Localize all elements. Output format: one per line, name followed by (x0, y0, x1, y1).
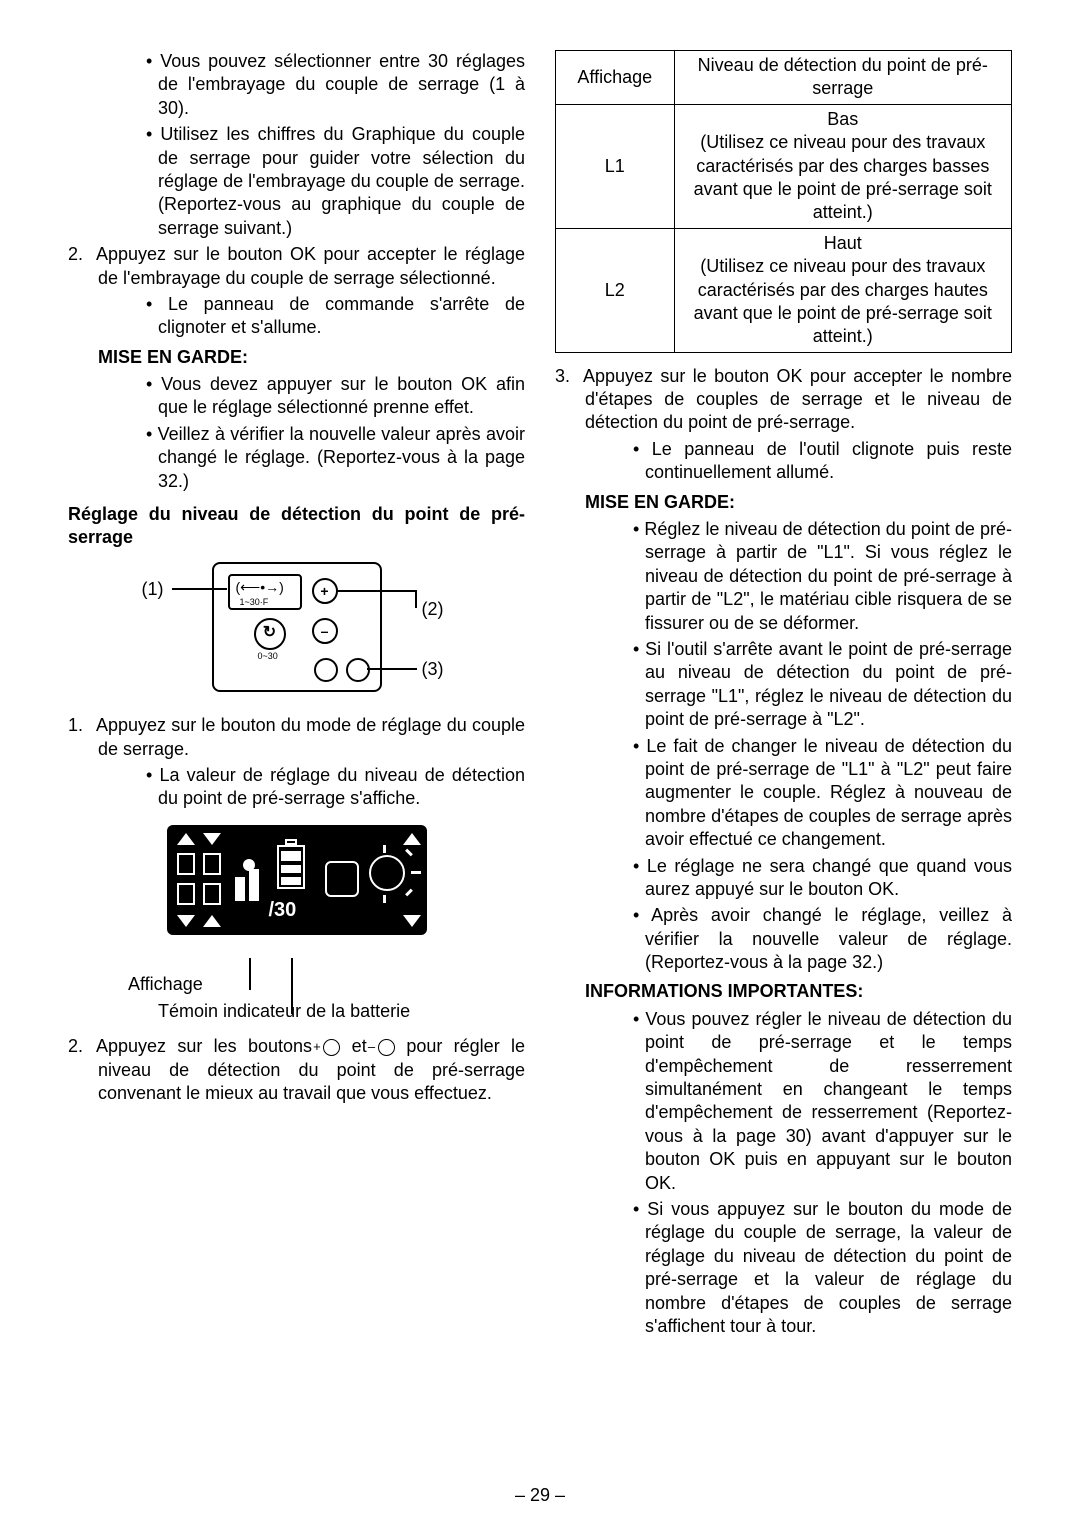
minus-icon: – (378, 1039, 395, 1056)
bullet: Vous devez appuyer sur le bouton OK afin… (158, 373, 525, 420)
callout-3: (3) (422, 658, 444, 681)
battery-caption: Témoin indicateur de la batterie (158, 1000, 525, 1023)
cell-l2-desc: Haut (Utilisez ce niveau pour des travau… (674, 228, 1011, 352)
bullet: Le fait de changer le niveau de détectio… (645, 735, 1012, 852)
step-3-text: Appuyez sur le bouton OK pour accepter l… (583, 366, 1012, 433)
bullet: La valeur de réglage du niveau de détect… (158, 764, 525, 811)
table-row: Affichage Niveau de détection du point d… (556, 51, 1012, 105)
panel-range1: 1~30·F (240, 598, 269, 607)
left-column: Vous pouvez sélectionner entre 30 réglag… (68, 50, 525, 1341)
mode-button: ↻ (254, 618, 286, 650)
plus-icon: + (323, 1039, 340, 1056)
ok-button (314, 658, 338, 682)
mise-en-garde-heading-2: MISE EN GARDE: (585, 491, 1012, 514)
right-column: Affichage Niveau de détection du point d… (555, 50, 1012, 1341)
bullet: Si vous appuyez sur le bouton du mode de… (645, 1198, 1012, 1338)
table-row: L2 Haut (Utilisez ce niveau pour des tra… (556, 228, 1012, 352)
step-2: 2.Appuyez sur le bouton OK pour accepter… (98, 243, 525, 290)
th-affichage: Affichage (556, 51, 675, 105)
bullet: Après avoir changé le réglage, veillez à… (645, 904, 1012, 974)
th-niveau: Niveau de détection du point de pré-serr… (674, 51, 1011, 105)
mise-en-garde-heading: MISE EN GARDE: (98, 346, 525, 369)
control-panel-figure: (⟵•→) 1~30·F + – ↻ 0~30 (1) (2) (3) (68, 562, 525, 698)
page-number: – 29 – (0, 1484, 1080, 1507)
panel-display-rect: (⟵•→) 1~30·F (228, 574, 302, 610)
callout-2: (2) (422, 598, 444, 621)
step-1: 1.Appuyez sur le bouton du mode de régla… (98, 714, 525, 761)
detection-table: Affichage Niveau de détection du point d… (555, 50, 1012, 353)
panel-box: (⟵•→) 1~30·F + – ↻ 0~30 (212, 562, 382, 692)
bullet: Le réglage ne sera changé que quand vous… (645, 855, 1012, 902)
table-row: L1 Bas (Utilisez ce niveau pour des trav… (556, 104, 1012, 228)
step-3: 3.Appuyez sur le bouton OK pour accepter… (585, 365, 1012, 435)
step-2-text: Appuyez sur le bouton OK pour accepter l… (96, 244, 525, 287)
plus-button: + (312, 578, 338, 604)
cell-l1: L1 (556, 104, 675, 228)
bullet: Vous pouvez régler le niveau de détectio… (645, 1008, 1012, 1195)
callout-1: (1) (142, 578, 164, 601)
cell-l1-desc: Bas (Utilisez ce niveau pour des travaux… (674, 104, 1011, 228)
bullet: Veillez à vérifier la nouvelle valeur ap… (158, 423, 525, 493)
display-text: /30 (269, 897, 297, 923)
cell-l2: L2 (556, 228, 675, 352)
subheading-preserrage: Réglage du niveau de détection du point … (68, 503, 525, 550)
bullet: Utilisez les chiffres du Graphique du co… (158, 123, 525, 240)
bullet: Le panneau de l'outil clignote puis rest… (645, 438, 1012, 485)
lcd-box: /30 (167, 825, 427, 935)
step-2b-text: Appuyez sur les boutons + et – pour régl… (96, 1036, 525, 1103)
minus-button: – (312, 618, 338, 644)
informations-heading: INFORMATIONS IMPORTANTES: (585, 980, 1012, 1003)
affichage-caption: Affichage (128, 973, 525, 996)
display-figure: /30 (68, 825, 525, 965)
bullet: Vous pouvez sélectionner entre 30 réglag… (158, 50, 525, 120)
step-1-text: Appuyez sur le bouton du mode de réglage… (96, 715, 525, 758)
bullet: Réglez le niveau de détection du point d… (645, 518, 1012, 635)
bullet: Le panneau de commande s'arrête de clign… (158, 293, 525, 340)
panel-range2: 0~30 (258, 652, 278, 661)
light-button (346, 658, 370, 682)
step-2b: 2.Appuyez sur les boutons + et – pour ré… (98, 1035, 525, 1105)
bullet: Si l'outil s'arrête avant le point de pr… (645, 638, 1012, 732)
